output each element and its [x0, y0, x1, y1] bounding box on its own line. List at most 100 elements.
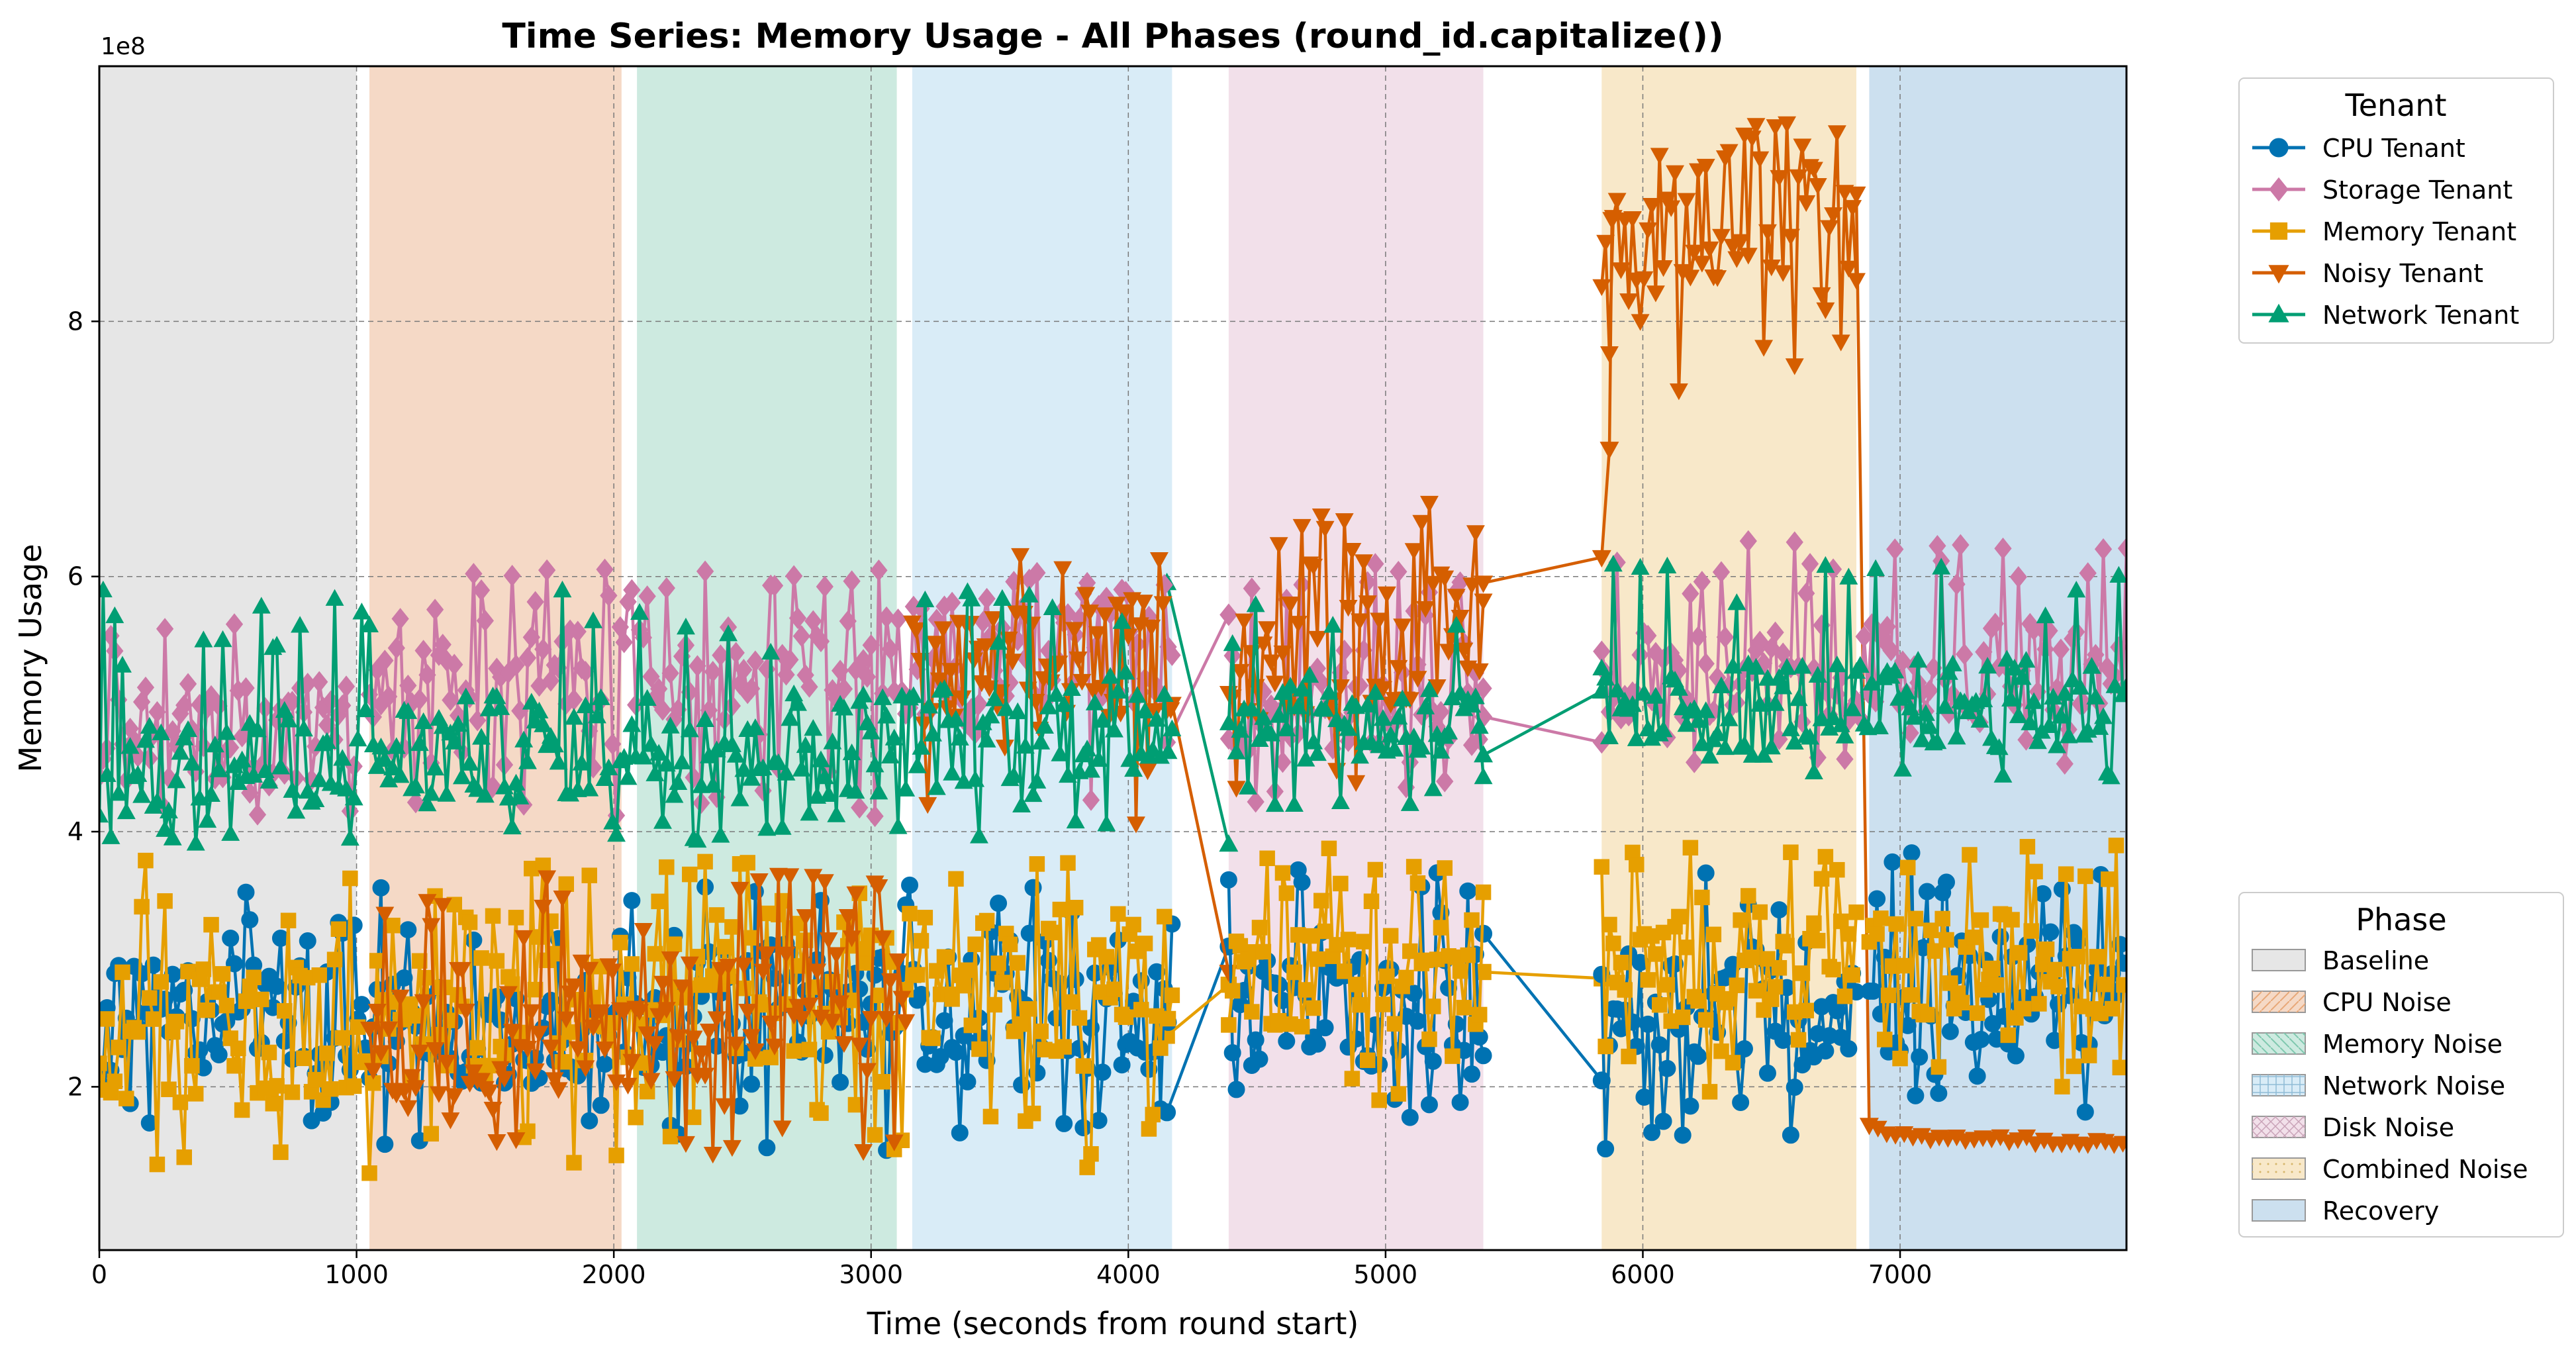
data-point-memory-tenant — [531, 929, 548, 945]
data-point-memory-tenant — [326, 951, 343, 967]
data-point-storage-tenant — [866, 805, 884, 828]
data-point-cpu-tenant — [1639, 1015, 1657, 1033]
data-point-memory-tenant — [1613, 954, 1629, 971]
data-point-storage-tenant — [148, 701, 166, 723]
data-point-network-tenant — [1696, 701, 1715, 718]
data-point-storage-tenant — [2094, 538, 2113, 560]
data-point-memory-tenant — [708, 907, 725, 923]
data-point-cpu-tenant — [1774, 1032, 1792, 1049]
data-point-memory-tenant — [1056, 1039, 1072, 1055]
data-point-network-tenant — [630, 603, 649, 620]
data-point-memory-tenant — [554, 1053, 571, 1070]
data-point-memory-tenant — [218, 997, 235, 1014]
data-point-network-tenant — [1631, 558, 1650, 575]
data-point-memory-tenant — [423, 1126, 440, 1142]
data-point-cpu-tenant — [1674, 1126, 1692, 1144]
data-point-network-tenant — [1143, 740, 1163, 757]
bridge-line-noisy-tenant — [1170, 703, 1231, 973]
data-point-noisy-tenant — [1846, 186, 1866, 205]
data-point-noisy-tenant — [614, 1004, 634, 1022]
data-point-noisy-tenant — [1281, 597, 1300, 614]
data-point-memory-tenant — [1475, 884, 1492, 900]
data-point-network-tenant — [888, 817, 908, 834]
data-point-memory-tenant — [1067, 900, 1084, 916]
data-point-storage-tenant — [800, 675, 818, 698]
legend-marker-storage-tenant — [2269, 177, 2289, 202]
data-point-storage-tenant — [1390, 560, 1407, 583]
data-point-memory-tenant — [2015, 1000, 2032, 1017]
data-point-storage-tenant — [781, 648, 799, 671]
data-point-memory-tenant — [361, 1165, 377, 1181]
data-point-network-tenant — [1712, 676, 1731, 693]
data-point-network-tenant — [1932, 558, 1951, 575]
data-point-network-tenant — [788, 694, 807, 711]
x-tick-label: 1000 — [324, 1260, 389, 1289]
data-point-noisy-tenant — [638, 1026, 657, 1044]
data-point-noisy-tenant — [1839, 260, 1858, 278]
data-point-network-tenant — [163, 828, 182, 846]
data-point-network-tenant — [1789, 689, 1808, 706]
data-point-network-tenant — [1635, 683, 1654, 701]
phase-legend-label: Disk Noise — [2322, 1113, 2454, 1142]
data-point-noisy-tenant — [464, 1064, 483, 1081]
data-point-noisy-tenant — [1774, 265, 1793, 282]
data-point-memory-tenant — [2038, 941, 2055, 957]
data-point-memory-tenant — [1286, 964, 1302, 981]
data-point-network-tenant — [792, 759, 811, 777]
data-point-network-tenant — [653, 812, 672, 829]
data-point-memory-tenant — [1651, 997, 1668, 1013]
data-point-network-tenant — [194, 630, 213, 648]
data-point-memory-tenant — [1594, 859, 1610, 875]
data-point-network-tenant — [1358, 695, 1377, 712]
data-point-memory-tenant — [1989, 977, 2005, 993]
bridge-line-memory-tenant — [1483, 970, 1602, 980]
data-point-storage-tenant — [1366, 553, 1384, 575]
data-point-noisy-tenant — [1315, 520, 1335, 538]
data-point-memory-tenant — [168, 1014, 185, 1030]
data-point-network-tenant — [1746, 657, 1766, 675]
data-point-storage-tenant — [472, 579, 491, 601]
data-point-cpu-tenant — [947, 1044, 965, 1061]
data-point-noisy-tenant — [1623, 211, 1642, 228]
data-point-network-tenant — [1715, 738, 1735, 755]
data-point-storage-tenant — [1712, 561, 1731, 583]
data-point-storage-tenant — [1797, 582, 1815, 605]
data-point-cpu-tenant — [1113, 1056, 1131, 1074]
data-point-network-tenant — [1055, 695, 1074, 712]
data-point-network-tenant — [1599, 727, 1619, 745]
data-point-network-tenant — [240, 714, 260, 731]
data-point-noisy-tenant — [1227, 781, 1246, 798]
data-point-network-tenant — [1893, 759, 1912, 777]
data-point-memory-tenant — [1255, 944, 1272, 960]
data-point-network-tenant — [399, 702, 418, 719]
data-point-network-tenant — [711, 826, 730, 843]
data-point-noisy-tenant — [1596, 234, 1615, 252]
data-point-memory-tenant — [1848, 904, 1864, 920]
data-point-network-tenant — [2109, 565, 2126, 583]
data-point-storage-tenant — [1082, 789, 1100, 811]
data-point-memory-tenant — [1888, 916, 1904, 932]
data-point-network-tenant — [1470, 716, 1489, 734]
data-point-cpu-tenant — [1968, 1067, 1986, 1085]
data-point-noisy-tenant — [1138, 763, 1157, 781]
data-point-noisy-tenant — [1351, 613, 1370, 630]
data-point-network-tenant — [2028, 732, 2047, 750]
data-point-network-tenant — [340, 828, 359, 846]
data-point-storage-tenant — [518, 647, 537, 669]
data-point-memory-tenant — [1052, 901, 1069, 918]
phase-legend: Phase Baseline CPU Noise Memory Noise Netwo… — [2238, 892, 2564, 1238]
data-point-network-tenant — [645, 764, 665, 781]
data-point-memory-tenant — [902, 906, 918, 922]
data-point-noisy-tenant — [1408, 671, 1427, 688]
data-point-cpu-tenant — [1227, 1081, 1245, 1098]
data-point-network-tenant — [406, 776, 425, 794]
data-point-network-tenant — [1708, 724, 1727, 742]
data-point-network-tenant — [248, 720, 267, 738]
data-point-network-tenant — [99, 765, 117, 783]
data-point-noisy-tenant — [403, 1069, 422, 1086]
data-point-noisy-tenant — [433, 898, 452, 915]
data-point-storage-tenant — [858, 665, 877, 688]
phase-legend-label: Network Noise — [2322, 1071, 2505, 1100]
data-point-noisy-tenant — [831, 995, 850, 1012]
data-point-network-tenant — [1750, 695, 1770, 712]
